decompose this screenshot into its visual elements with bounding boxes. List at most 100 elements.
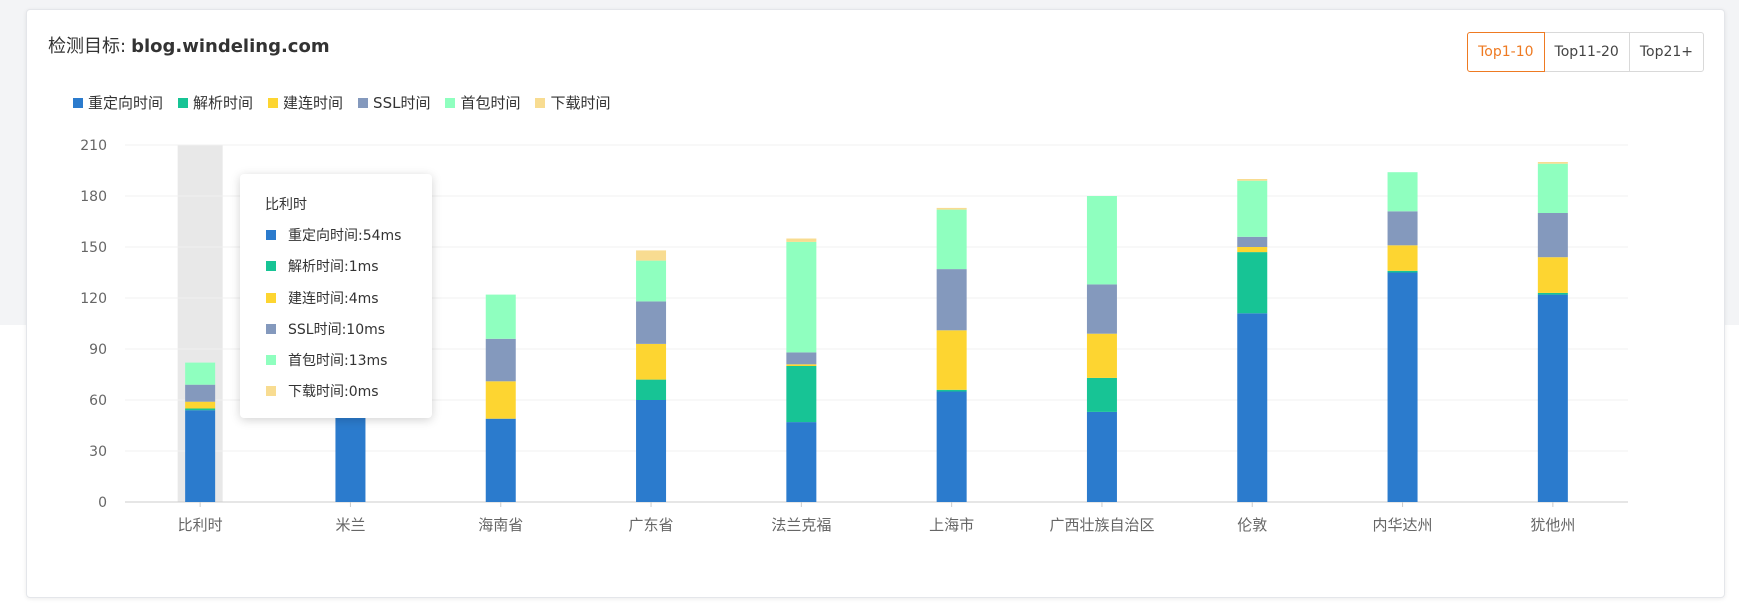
x-tick-label: 犹他州 — [1530, 516, 1575, 534]
bar-segment — [1387, 270, 1418, 273]
bar-segment — [485, 418, 516, 502]
bar-segment — [185, 384, 216, 402]
legend-label-redirect: 重定向时间 — [88, 94, 164, 112]
bar-segment — [936, 389, 967, 392]
legend-item-first-byte[interactable]: 首包时间 — [445, 92, 520, 113]
legend-item-redirect[interactable]: 重定向时间 — [73, 92, 163, 113]
x-tick-label: 广西壮族自治区 — [1049, 516, 1154, 534]
tooltip-row-dns: 解析时间:1ms — [266, 256, 379, 276]
bar-segment — [185, 362, 216, 385]
bar-segment — [1387, 211, 1418, 246]
bar-segment — [636, 260, 667, 302]
chart-legend: 重定向时间 解析时间 建连时间 SSL时间 首包时间 下载时间 — [73, 92, 625, 113]
bar-segment — [335, 417, 366, 502]
tooltip-swatch-ssl — [266, 324, 276, 334]
range-button-group: Top1-10 Top11-20 Top21+ — [1467, 32, 1704, 72]
bar-segment — [1237, 252, 1268, 314]
x-tick-label: 内华达州 — [1373, 516, 1433, 534]
legend-item-dns[interactable]: 解析时间 — [178, 92, 253, 113]
x-tick-label: 海南省 — [478, 516, 523, 534]
y-tick-label: 150 — [80, 240, 107, 256]
legend-item-download[interactable]: 下载时间 — [535, 92, 610, 113]
tooltip-row-connect: 建连时间:4ms — [266, 288, 379, 308]
tooltip-swatch-dns — [266, 261, 276, 271]
top11-20-button[interactable]: Top11-20 — [1543, 32, 1630, 72]
y-tick-label: 180 — [80, 189, 107, 205]
legend-swatch-ssl — [358, 97, 369, 108]
bar-segment — [636, 400, 667, 502]
tooltip-swatch-redirect — [266, 230, 276, 240]
bar-segment — [786, 366, 817, 423]
bar-segment — [1537, 257, 1568, 293]
legend-swatch-redirect — [73, 97, 83, 108]
legend-item-ssl[interactable]: SSL时间 — [358, 92, 430, 113]
bar-segment — [636, 379, 667, 400]
bar-segment — [1086, 377, 1117, 412]
tooltip-swatch-connect — [266, 293, 276, 303]
bar-segment — [185, 410, 216, 502]
bar-segment — [1237, 179, 1268, 181]
bar-segment — [1237, 180, 1268, 237]
bar-segment — [1537, 292, 1568, 295]
y-tick-label: 120 — [80, 291, 107, 307]
bar-segment — [1237, 247, 1268, 253]
bar-segment — [1387, 172, 1418, 212]
bar-segment — [786, 364, 817, 366]
legend-swatch-connect — [268, 97, 279, 108]
bar-segment — [1537, 294, 1568, 502]
target-title: 检测目标: blog.windeling.com — [48, 32, 330, 58]
x-tick-label: 伦敦 — [1237, 516, 1267, 534]
bar-segment — [1537, 163, 1568, 213]
legend-label-first-byte: 首包时间 — [460, 94, 521, 112]
tooltip-row-redirect: 重定向时间:54ms — [266, 225, 401, 245]
bar-segment — [1086, 333, 1117, 378]
top1-10-button[interactable]: Top1-10 — [1467, 32, 1545, 72]
tooltip-title: 比利时 — [265, 197, 307, 213]
bar-segment — [1387, 272, 1418, 502]
bar-segment — [1537, 213, 1568, 258]
bar-segment — [636, 301, 667, 344]
bar-segment — [485, 338, 516, 382]
target-domain: blog.windeling.com — [131, 36, 330, 57]
y-tick-label: 0 — [98, 495, 107, 511]
bar-segment — [636, 343, 667, 380]
legend-label-download: 下载时间 — [550, 94, 611, 112]
legend-swatch-dns — [178, 97, 189, 108]
legend-item-connect[interactable]: 建连时间 — [268, 92, 343, 113]
x-tick-label: 上海市 — [929, 516, 974, 534]
y-tick-label: 60 — [89, 393, 107, 409]
x-tick-label: 米兰 — [335, 516, 365, 534]
legend-label-dns: 解析时间 — [193, 94, 254, 112]
tooltip-row-download: 下载时间:0ms — [266, 381, 379, 401]
bar-segment — [1237, 313, 1268, 502]
tooltip-text-connect: 建连时间:4ms — [288, 291, 379, 307]
bar-segment — [936, 209, 967, 270]
bar-segment — [936, 207, 967, 210]
bar-segment — [1537, 162, 1568, 164]
bar-segment — [936, 391, 967, 502]
tooltip-row-first-byte: 首包时间:13ms — [266, 350, 387, 370]
tooltip-row-ssl: SSL时间:10ms — [266, 319, 385, 339]
chart-tooltip: 比利时 重定向时间:54ms 解析时间:1ms 建连时间:4ms SSL时间:1… — [240, 174, 432, 418]
bar-segment — [786, 241, 817, 353]
bar-segment — [936, 330, 967, 390]
bar-segment — [786, 422, 817, 502]
top21-plus-button[interactable]: Top21+ — [1628, 32, 1704, 72]
tooltip-text-first-byte: 首包时间:13ms — [288, 353, 388, 369]
y-tick-label: 90 — [89, 342, 107, 358]
bar-segment — [485, 381, 516, 419]
tooltip-text-ssl: SSL时间:10ms — [288, 322, 386, 338]
bar-segment — [1086, 411, 1117, 502]
bar-segment — [1086, 284, 1117, 334]
bar-segment — [1237, 236, 1268, 247]
bar-segment — [636, 250, 667, 261]
tooltip-swatch-first-byte — [266, 355, 276, 365]
x-tick-label: 广东省 — [629, 516, 674, 534]
legend-swatch-download — [535, 97, 546, 108]
bar-segment — [185, 408, 216, 411]
y-tick-label: 210 — [80, 138, 107, 154]
legend-label-ssl: SSL时间 — [373, 94, 431, 112]
bar-segment — [485, 294, 516, 339]
tooltip-swatch-download — [266, 386, 276, 396]
